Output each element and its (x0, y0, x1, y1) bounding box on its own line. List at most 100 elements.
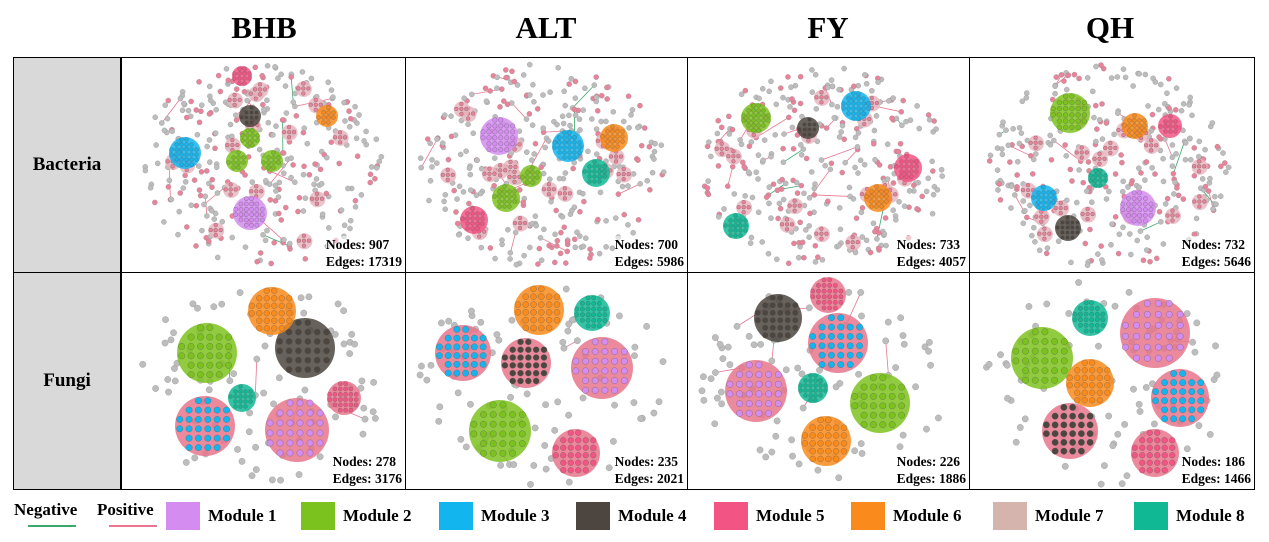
module-cluster (841, 91, 871, 121)
module-cluster (226, 150, 248, 172)
small-cluster (1020, 182, 1037, 199)
network-stats: Nodes: 907 Edges: 17319 (325, 236, 402, 270)
module-cluster (1031, 185, 1057, 211)
module-cluster (1066, 359, 1114, 407)
small-cluster (1191, 194, 1208, 211)
network-fungi-bhb: Nodes: 278 Edges: 3176 (121, 272, 406, 490)
small-cluster (608, 149, 625, 166)
small-cluster (813, 226, 830, 243)
edges-count: Edges: 17319 (325, 254, 402, 269)
nodes-count: Nodes: 235 (614, 454, 678, 469)
nodes-count: Nodes: 186 (1181, 454, 1245, 469)
module-7-label: Module 7 (1035, 506, 1104, 525)
module-1-swatch (166, 502, 200, 530)
module-cluster (864, 184, 892, 212)
legend-module-2: Module 2 (301, 502, 411, 530)
edges-count: Edges: 1886 (896, 471, 966, 486)
module-cluster (501, 338, 551, 388)
small-cluster (223, 181, 240, 198)
small-cluster (308, 97, 325, 114)
module-cluster (600, 124, 628, 152)
network-fungi-qh: Nodes: 186 Edges: 1466 (969, 272, 1255, 490)
module-cluster (741, 103, 771, 133)
small-cluster (1165, 208, 1182, 225)
module-cluster (1131, 429, 1179, 477)
module-cluster (754, 294, 802, 342)
nodes-count: Nodes: 700 (614, 237, 678, 252)
network-stats: Nodes: 278 Edges: 3176 (332, 453, 402, 487)
background-nodes (986, 62, 1232, 268)
small-cluster (208, 222, 225, 239)
edges-count: Edges: 4057 (896, 254, 966, 269)
module-cluster (1088, 168, 1108, 188)
module-cluster (460, 206, 488, 234)
network-stats: Nodes: 732 Edges: 5646 (1181, 236, 1251, 270)
network-graph (139, 287, 379, 484)
module-cluster (469, 400, 531, 462)
network-graph (701, 65, 945, 267)
small-cluster (1033, 209, 1050, 226)
module-cluster (810, 277, 846, 313)
module-cluster (492, 184, 520, 212)
module-cluster (574, 295, 610, 331)
small-cluster (616, 166, 633, 183)
module-cluster (1042, 403, 1098, 459)
legend-module-5: Module 5 (714, 502, 824, 530)
network-graph (416, 285, 667, 488)
legend-module-7: Module 7 (993, 502, 1103, 530)
module-cluster (520, 165, 542, 187)
network-graph (698, 277, 942, 482)
network-bacteria-fy: Nodes: 733 Edges: 4057 (687, 57, 970, 273)
small-cluster (281, 124, 298, 141)
network-stats: Nodes: 700 Edges: 5986 (614, 236, 684, 270)
module-2-swatch (301, 502, 335, 530)
small-cluster (224, 137, 241, 154)
module-cluster (232, 66, 252, 86)
module-cluster (1122, 113, 1148, 139)
module-cluster (275, 318, 335, 378)
module-cluster (228, 384, 256, 412)
small-cluster (1036, 226, 1053, 243)
small-cluster (845, 234, 862, 251)
module-cluster (801, 416, 851, 466)
module-8-swatch (1134, 502, 1168, 530)
edges-count: Edges: 5646 (1181, 254, 1251, 269)
network-stats: Nodes: 226 Edges: 1886 (896, 453, 966, 487)
module-cluster (435, 325, 491, 381)
module-cluster (1120, 190, 1156, 226)
legend-module-6: Module 6 (851, 502, 961, 530)
module-cluster (797, 117, 819, 139)
module-cluster (1072, 300, 1108, 336)
module-cluster (1055, 215, 1081, 241)
small-cluster (332, 129, 349, 146)
network-graph (142, 63, 385, 267)
module-cluster (265, 398, 329, 462)
module-5-swatch (714, 502, 748, 530)
module-cluster (248, 287, 296, 335)
legend-negative-label: Negative (14, 500, 78, 519)
small-cluster (309, 191, 326, 208)
small-cluster (736, 199, 753, 216)
small-cluster (248, 183, 265, 200)
small-cluster (714, 141, 731, 158)
legend-positive: Positive (97, 500, 157, 527)
edges-count: Edges: 5986 (614, 254, 684, 269)
small-cluster (481, 166, 498, 183)
small-cluster (725, 148, 742, 165)
small-cluster (506, 169, 523, 186)
small-cluster (1143, 137, 1160, 154)
network-bacteria-alt: Nodes: 700 Edges: 5986 (405, 57, 688, 273)
module-cluster (808, 313, 868, 373)
module-4-label: Module 4 (618, 506, 687, 525)
module-cluster (850, 373, 910, 433)
nodes-count: Nodes: 278 (332, 454, 396, 469)
module-2-label: Module 2 (343, 506, 412, 525)
module-cluster (239, 105, 261, 127)
module-cluster (1050, 93, 1090, 133)
legend-module-8: Module 8 (1134, 502, 1244, 530)
small-cluster (1080, 206, 1097, 223)
network-bacteria-bhb: Nodes: 907 Edges: 17319 (121, 57, 406, 273)
module-cluster (1158, 114, 1182, 138)
module-3-swatch (439, 502, 473, 530)
nodes-count: Nodes: 907 (325, 237, 390, 252)
